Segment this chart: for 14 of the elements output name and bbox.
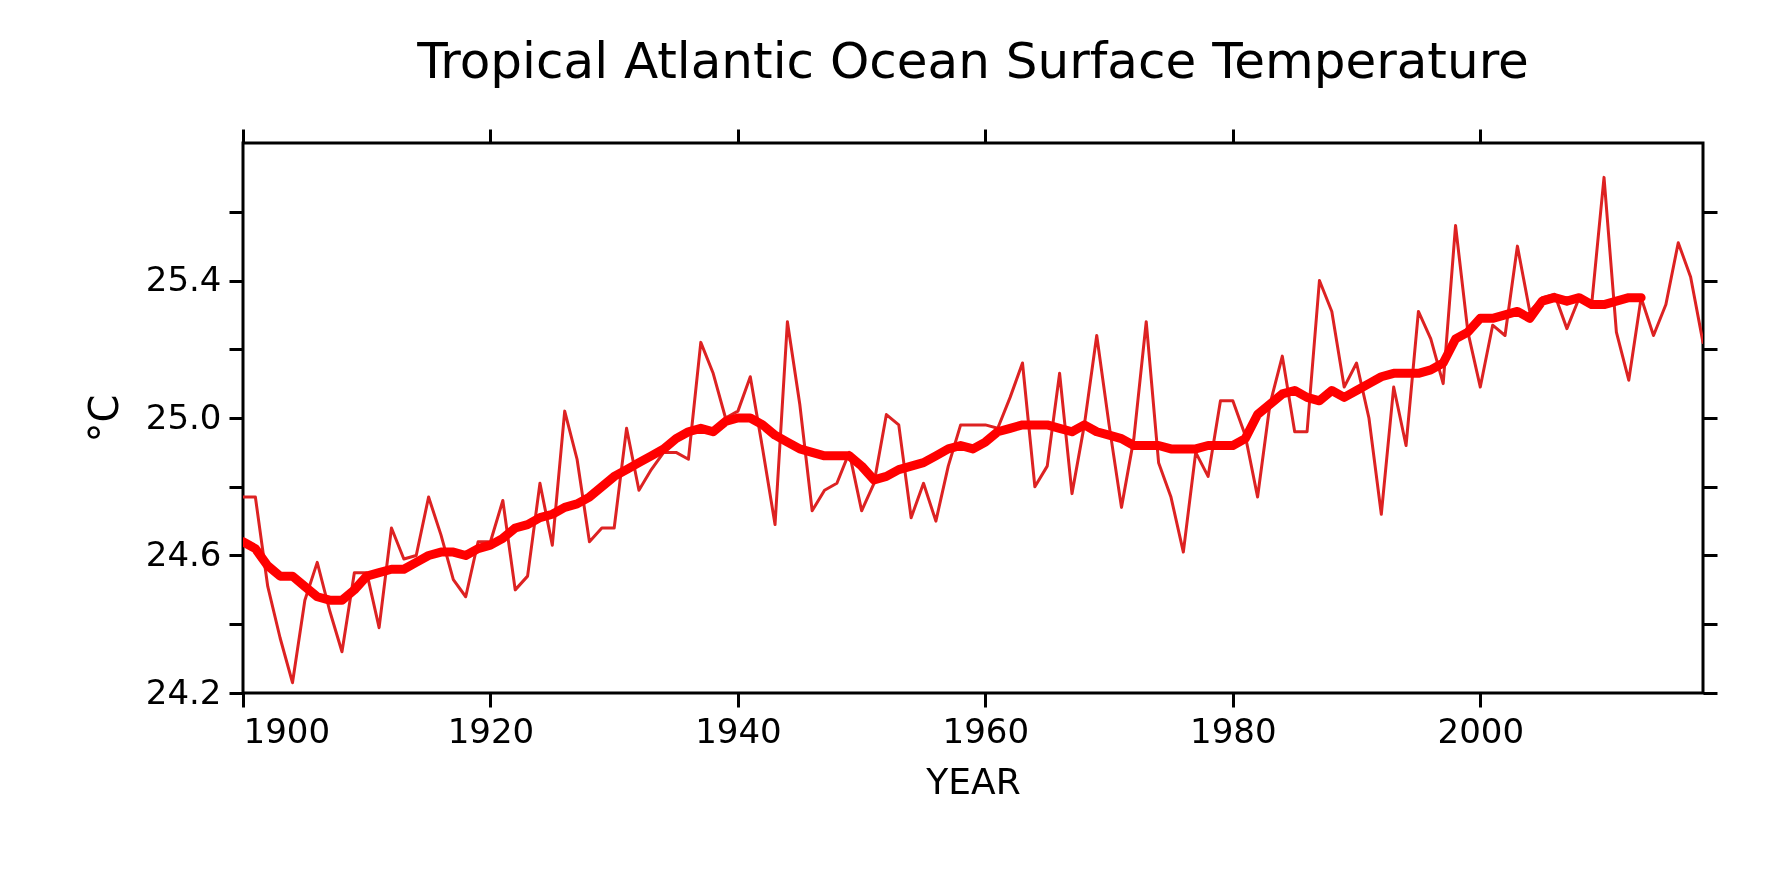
line-series (243, 175, 1703, 685)
x-tick-label: 2000 (1437, 710, 1525, 751)
x-tick-label: 1980 (1190, 710, 1277, 751)
y-tick-label: 25.4 (145, 259, 222, 299)
y-tick-label: 24.2 (145, 671, 222, 712)
x-tick-label: 1940 (695, 710, 782, 751)
y-tick-label: 24.6 (145, 534, 222, 574)
y-tick-label: 25.0 (145, 396, 222, 437)
x-tick-label: 1960 (942, 710, 1030, 751)
x-tick-label: 1900 (243, 710, 331, 751)
x-axis-title: YEAR (925, 760, 1021, 802)
chart-title: Tropical Atlantic Ocean Surface Temperature (416, 31, 1529, 90)
y-axis-title: °C (80, 394, 127, 443)
x-tick-label: 1920 (447, 710, 535, 751)
